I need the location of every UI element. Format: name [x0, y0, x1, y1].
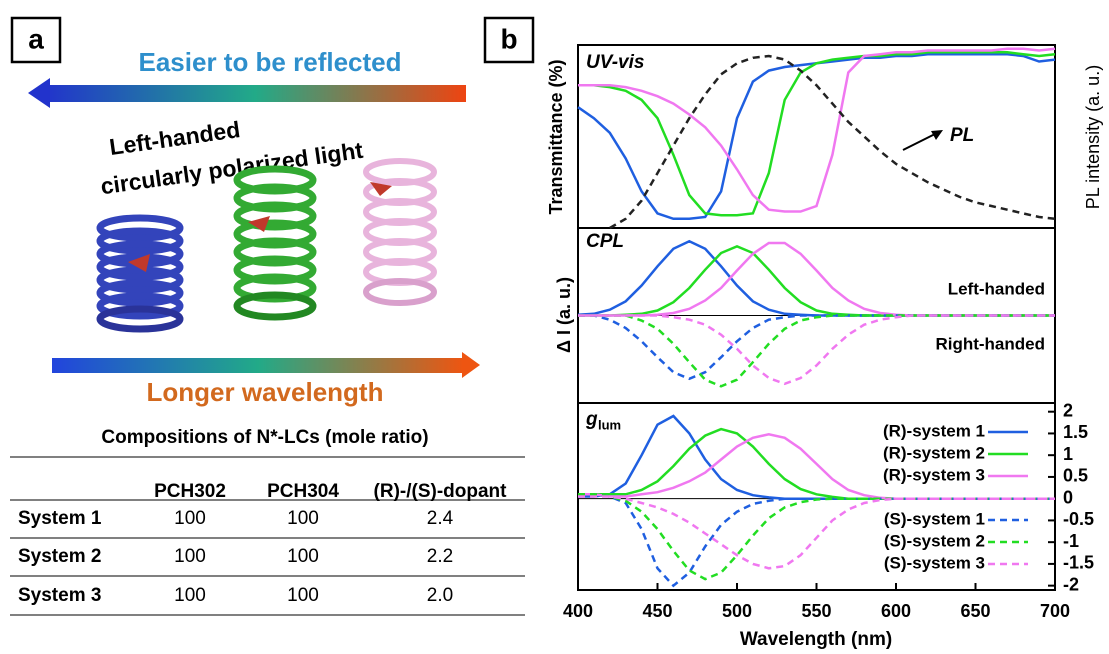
- legend-bg: [878, 444, 1032, 464]
- legend-label: (R)-system 2: [883, 443, 985, 462]
- cell: 100: [174, 546, 206, 567]
- row-label: System 1: [18, 508, 102, 529]
- legend-bg: [878, 510, 1032, 530]
- cell: 100: [174, 508, 206, 529]
- series-line: [578, 314, 1055, 381]
- series-line: [578, 51, 1056, 217]
- series-line: [577, 239, 1055, 317]
- annotation: Left-handed: [948, 279, 1045, 298]
- chart-title: CPL: [586, 231, 624, 252]
- x-tick-label: 500: [722, 601, 752, 621]
- series-line: [578, 47, 1056, 213]
- y-tick-label: 1: [1063, 444, 1073, 464]
- legend-label: (R)-system 3: [883, 465, 985, 484]
- label-box: [10, 16, 62, 64]
- cell: 100: [287, 508, 319, 529]
- helix-green: [233, 165, 317, 321]
- x-tick-label: 550: [801, 601, 831, 621]
- cell: 2.4: [427, 508, 454, 529]
- cell: 2.0: [427, 585, 453, 606]
- chart-title: UV-vis: [586, 52, 644, 73]
- panel-label: a: [28, 23, 44, 54]
- cell: 100: [287, 546, 319, 567]
- cell: 2.2: [427, 546, 453, 567]
- series-line: [578, 314, 1055, 388]
- series-line: [578, 314, 1055, 386]
- series-line: [577, 52, 1056, 221]
- series-line: [578, 493, 1055, 581]
- arrow-text: Longer wavelength: [147, 377, 384, 407]
- x-tick-label: 450: [642, 601, 672, 621]
- arrow-head: [28, 78, 50, 108]
- row-label: System 2: [18, 546, 101, 567]
- legend-label: (R)-system 1: [883, 421, 985, 440]
- legend-bg: [878, 466, 1032, 486]
- y-axis-label: Transmittance (%): [546, 59, 566, 214]
- y-tick-label: 1.5: [1063, 422, 1088, 442]
- x-tick-label: 400: [563, 601, 593, 621]
- cell: 100: [287, 585, 319, 606]
- y-tick-label: -1.5: [1063, 553, 1094, 573]
- column-header: (R)-/(S)-dopant: [374, 481, 508, 502]
- legend-bg: [878, 422, 1032, 442]
- x-tick-label: 650: [960, 601, 990, 621]
- annotation: Right-handed: [935, 334, 1045, 353]
- column-header: PCH304: [267, 481, 339, 502]
- y-tick-label: 0: [1063, 487, 1073, 507]
- y-tick-label: -2: [1063, 574, 1079, 594]
- panel-a: a Easier to be reflected Left-handed cir…: [10, 16, 525, 616]
- row-label: System 3: [18, 585, 101, 606]
- arrow-head: [462, 352, 480, 378]
- legend-bg: [878, 554, 1032, 574]
- arrow-body: [52, 358, 464, 373]
- annotation: PL: [950, 125, 974, 146]
- x-tick-label: 600: [881, 601, 911, 621]
- y-axis-label: Δ I (a. u.): [554, 277, 574, 353]
- annotation-arrow: [902, 132, 938, 151]
- y-tick-label: 0.5: [1063, 466, 1088, 486]
- legend-bg: [878, 532, 1032, 552]
- y-tick-label: 2: [1063, 400, 1073, 420]
- annotation-arrowhead: [931, 130, 943, 140]
- legend-label: (S)-system 2: [884, 531, 985, 550]
- x-tick-label: 700: [1040, 601, 1070, 621]
- chart-title: g: [585, 409, 598, 430]
- legend-label: (S)-system 3: [884, 553, 985, 572]
- arrow-body: [44, 85, 466, 102]
- series-line: [609, 54, 1056, 230]
- table: Compositions of N*-LCs (mole ratio) PCH3…: [10, 427, 525, 616]
- column-header: PCH302: [154, 481, 226, 502]
- chart-title-sub: lum: [598, 417, 621, 432]
- label-box: [483, 16, 535, 64]
- panel-label: b: [500, 23, 517, 54]
- cell: 100: [174, 585, 206, 606]
- legend-label: (S)-system 1: [884, 509, 985, 528]
- x-axis-label: Wavelength (nm): [740, 629, 892, 650]
- table-title: Compositions of N*-LCs (mole ratio): [101, 427, 428, 448]
- helix-text: Left-handed: [108, 116, 242, 160]
- y2-axis-label: PL intensity (a. u.): [1083, 65, 1103, 209]
- series-line: [578, 495, 1055, 570]
- helix-blue: [96, 214, 184, 333]
- y-tick-label: -1: [1063, 531, 1079, 551]
- arrow-text: Easier to be reflected: [139, 47, 402, 77]
- y-tick-label: -0.5: [1063, 509, 1094, 529]
- panel-b: b UV-vis Transmittance (%) PL intensity …: [483, 16, 1103, 650]
- helix-pink: [363, 158, 437, 306]
